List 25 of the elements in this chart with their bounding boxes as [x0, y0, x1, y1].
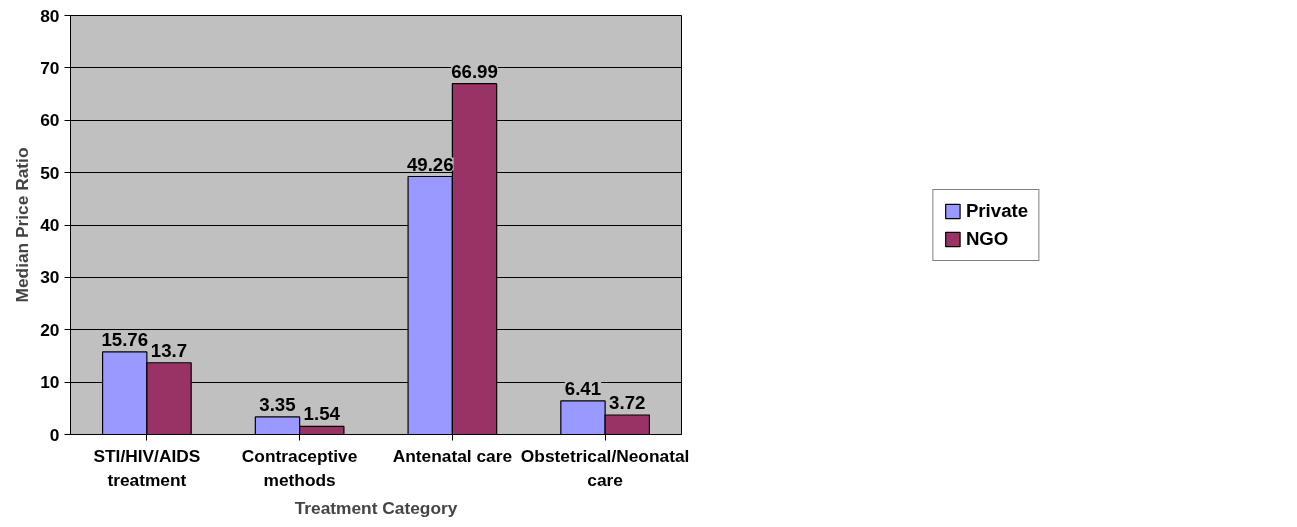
data-label: 15.76 [101, 328, 149, 350]
data-label: 1.54 [303, 403, 341, 425]
data-label: 66.99 [451, 60, 498, 82]
x-axis-title: Treatment Category [294, 497, 458, 518]
y-tick-label: 0 [49, 424, 60, 445]
y-tick-label: 60 [40, 110, 60, 131]
y-axis-title: Median Price Ratio [12, 147, 33, 303]
data-label: 49.26 [406, 153, 454, 175]
y-tick-label: 20 [40, 319, 60, 340]
y-tick-label: 40 [40, 215, 60, 235]
x-tick-label: Antenatal care [392, 445, 513, 466]
x-tick-label: STI/HIV/AIDS treatment [93, 445, 201, 490]
data-label: 3.72 [609, 392, 646, 414]
legend-label: NGO [965, 227, 1009, 250]
legend-label: Private [965, 199, 1029, 222]
data-label: 13.7 [150, 339, 188, 361]
y-tick-label: 10 [40, 372, 60, 393]
x-tick-label: Obstetrical/Neonatal care [520, 445, 690, 490]
data-label: 6.41 [564, 377, 602, 399]
y-tick-label: 30 [40, 267, 60, 288]
y-tick-label: 80 [40, 5, 60, 26]
x-tick-label: Contraceptive methods [241, 445, 358, 490]
data-label: 3.35 [259, 393, 296, 415]
y-tick-label: 70 [40, 57, 60, 78]
y-tick-label: 50 [40, 162, 60, 183]
